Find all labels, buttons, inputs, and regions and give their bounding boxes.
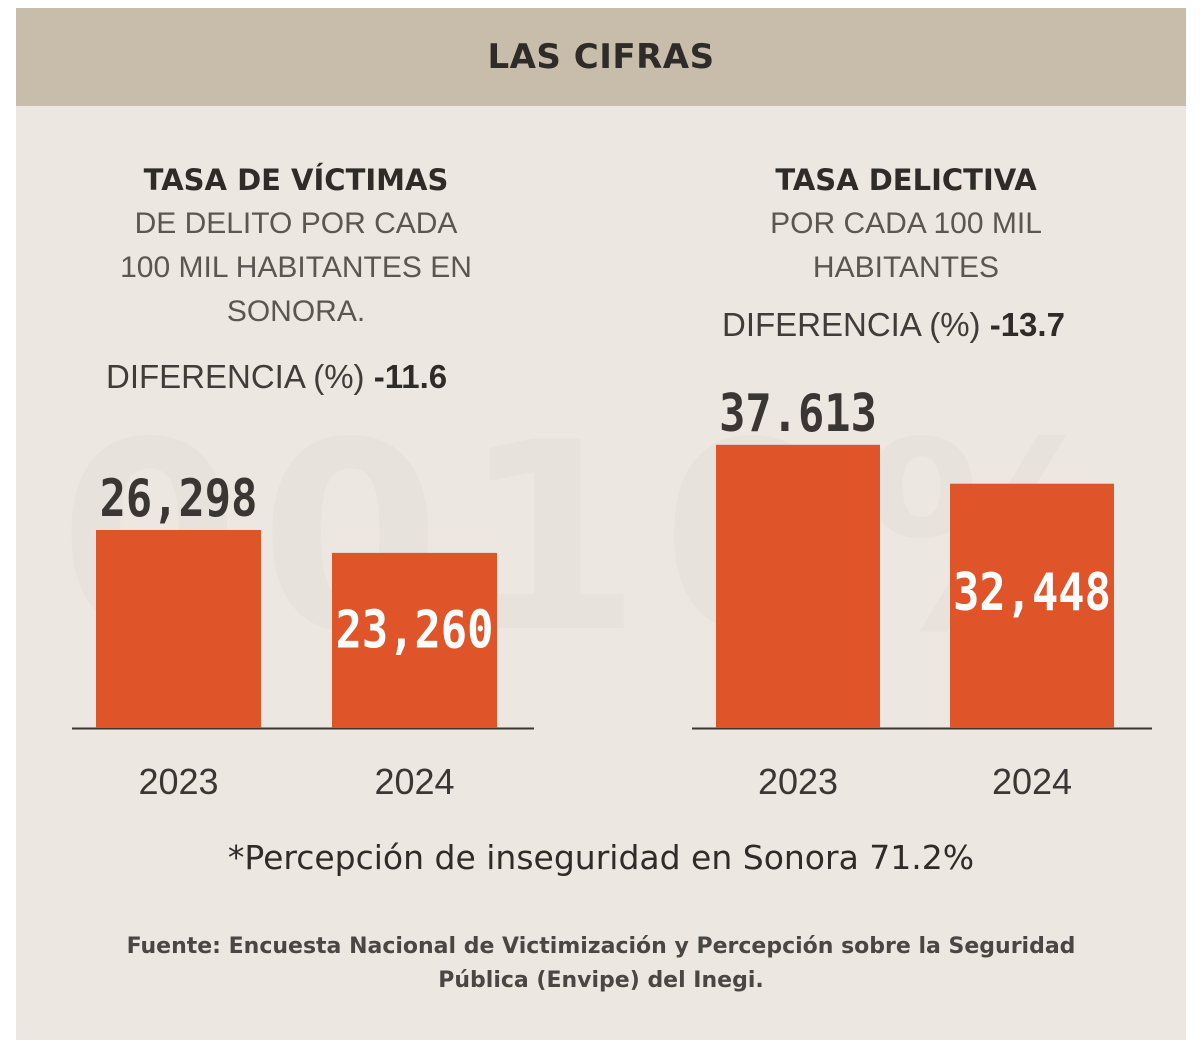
bar-charts: 26,298 2023 23,260 2024 37.613 2023 32,448 2024 [72, 383, 1152, 802]
source-note: Fuente: Encuesta Nacional de Victimizaci… [126, 934, 1076, 993]
chart-0-bar-2024 [332, 552, 497, 728]
panel-right-title: TASA DELICTIVA [775, 163, 1037, 197]
panel-right-diff-value: -13.7 [989, 306, 1065, 343]
chart-0-bar-2023 [96, 530, 261, 728]
header-title: LAS CIFRAS [487, 37, 715, 77]
panel-left-diff-label: DIFERENCIA (%) [106, 358, 365, 395]
infographic-card: LAS CIFRAS 0010% TASA DE VÍCTIMAS DE DEL… [16, 8, 1186, 1040]
chart-0-tick-label-2023: 2023 [138, 761, 218, 802]
panel-left-heading: TASA DE VÍCTIMAS DE DELITO POR CADA 100 … [56, 158, 536, 334]
chart-0-value-label-2023: 26,298 [100, 468, 258, 529]
chart-1-bar-2024 [950, 483, 1114, 728]
panel-left-diff-value: -11.6 [373, 358, 448, 395]
chart-1-value-label-2024: 32,448 [953, 563, 1111, 624]
panel-left-subtitle-3: SONORA. [226, 295, 366, 328]
insecurity-footnote: *Percepción de inseguridad en Sonora 71.… [227, 838, 975, 877]
panel-left-difference: DIFERENCIA (%) -11.6 [106, 358, 447, 396]
panel-left-subtitle-1: DE DELITO POR CADA [134, 207, 458, 240]
chart-1-bar-2023 [716, 444, 880, 728]
header-bar: LAS CIFRAS [16, 8, 1186, 106]
panel-right-difference: DIFERENCIA (%) -13.7 [722, 306, 1065, 344]
panel-right-subtitle-1: POR CADA 100 MIL [770, 207, 1042, 240]
panel-right-diff-label: DIFERENCIA (%) [722, 306, 981, 343]
chart-0-value-label-2024: 23,260 [336, 600, 494, 661]
panel-left-subtitle-2: 100 MIL HABITANTES EN [120, 251, 472, 284]
chart-0-tick-label-2024: 2024 [374, 761, 454, 802]
panel-right-subtitle-2: HABITANTES [812, 251, 1000, 284]
panel-left-title: TASA DE VÍCTIMAS [143, 163, 449, 197]
panel-right-heading: TASA DELICTIVA POR CADA 100 MIL HABITANT… [676, 158, 1136, 290]
chart-1-value-label-2023: 37.613 [719, 383, 877, 444]
chart-1-tick-label-2023: 2023 [758, 761, 838, 802]
chart-1-tick-label-2024: 2024 [992, 761, 1072, 802]
